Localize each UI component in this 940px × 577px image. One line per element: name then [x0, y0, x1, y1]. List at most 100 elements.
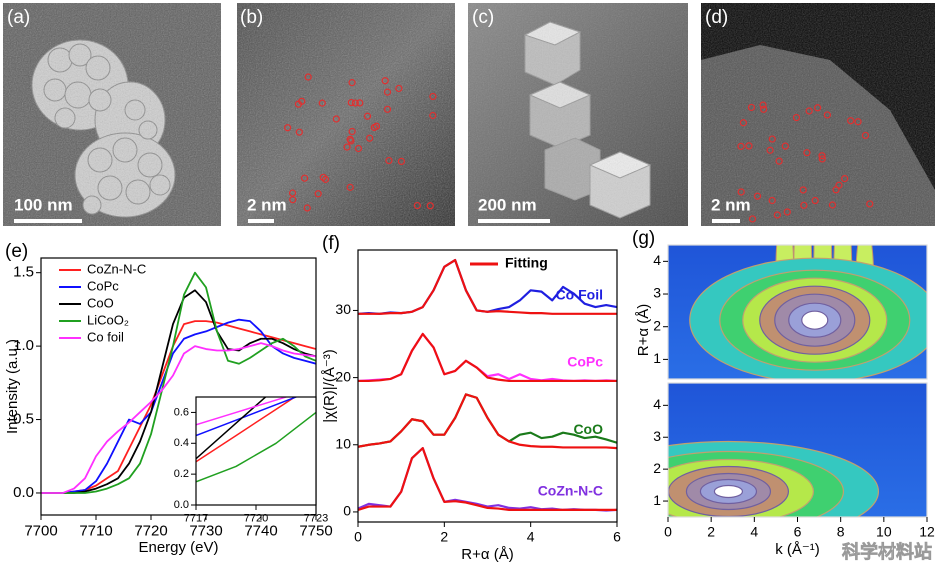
atom-marker: [835, 181, 843, 189]
atom-marker: [289, 196, 297, 204]
atom-marker: [319, 173, 327, 181]
x-tick-label: 7740: [244, 522, 277, 539]
y-tick-label: 0.0: [13, 484, 34, 501]
atom-marker: [295, 128, 303, 136]
x-tick-label: 8: [837, 524, 845, 540]
y-tick-label: 0.5: [13, 411, 34, 428]
atom-marker: [314, 190, 322, 198]
atom-marker: [356, 99, 364, 107]
x-tick-label: 2: [440, 529, 448, 545]
atom-marker: [321, 175, 330, 183]
plot-frame: [357, 249, 618, 523]
atom-marker: [300, 174, 309, 182]
atom-marker: [346, 183, 354, 191]
panel-a: 100 nm (a): [3, 3, 221, 226]
series-line: [41, 289, 316, 494]
atom-marker: [823, 111, 831, 119]
atom-marker: [799, 186, 807, 194]
panel-d: 2 nm (d): [701, 3, 935, 226]
x-tick-label: 7710: [79, 522, 112, 539]
y-tick-label: 30: [335, 301, 351, 317]
legend-label: CoZn-N-C: [87, 261, 146, 276]
atom-marker: [348, 79, 356, 87]
atom-marker: [739, 119, 748, 127]
atom-marker: [768, 135, 776, 143]
atom-marker: [288, 189, 297, 197]
plot-frame: [667, 244, 928, 380]
panel-label: (f): [322, 233, 340, 254]
scale-label: 2 nm: [711, 195, 751, 214]
atom-marker: [768, 196, 776, 205]
atom-marker: [397, 157, 406, 165]
panel-label: (d): [705, 7, 728, 28]
x-tick-label: 6: [613, 529, 621, 545]
y-tick-label: 0: [343, 503, 351, 519]
texture: [3, 3, 221, 226]
scale-bar: [712, 219, 740, 223]
atom-marker: [366, 134, 374, 142]
scale-label: 100 nm: [14, 195, 73, 214]
plot-bg: [358, 250, 617, 522]
y-tick-label: 1.0: [13, 337, 34, 354]
series-label: CoO: [573, 421, 603, 437]
atom-marker: [760, 105, 768, 113]
atom-marker: [429, 111, 437, 120]
atom-marker: [854, 118, 862, 126]
fit-line: [358, 258, 617, 315]
atom-marker: [429, 92, 437, 101]
chart: 7717 7720 7723 0.0 0.2 0.4 0.6: [174, 396, 328, 525]
plot-bg: [196, 397, 316, 505]
atom-marker: [753, 192, 762, 200]
panel-label: (c): [472, 7, 494, 28]
fit-line: [358, 393, 617, 450]
series-line: [41, 342, 316, 494]
atom-marker: [814, 104, 822, 112]
legend-label: CoO: [87, 295, 114, 310]
plot-area: [358, 258, 617, 512]
x-tick-label: 7750: [299, 522, 332, 539]
x-tick-label: 7730: [189, 522, 222, 539]
x-tick-label: 7700: [24, 522, 57, 539]
legend-label: CoPc: [87, 278, 119, 293]
atom-marker: [303, 204, 311, 212]
y-tick-label: 2: [653, 317, 661, 333]
contour-level: [713, 484, 744, 499]
atom-marker: [346, 135, 354, 144]
atom-marker: [818, 155, 826, 163]
scale-bar: [248, 219, 274, 223]
panel-label: (a): [7, 7, 30, 28]
texture: [701, 3, 935, 226]
atom-marker: [748, 215, 757, 223]
atom-marker: [847, 117, 855, 125]
atom-marker: [737, 142, 745, 150]
atom-marker: [775, 157, 783, 165]
panel-b: 2 nm (b): [237, 3, 455, 226]
y-tick-label: 20: [335, 368, 351, 384]
atom-marker: [818, 152, 826, 160]
atom-marker: [395, 84, 403, 93]
atom-marker: [383, 105, 392, 113]
scale-label: 2 nm: [247, 195, 287, 214]
scale-bar: [14, 219, 82, 223]
atom-marker: [284, 124, 292, 132]
scale-label: 200 nm: [478, 195, 537, 214]
plot-frame: [40, 257, 317, 516]
y-tick-label: 10: [335, 435, 351, 451]
y-tick-label: 0.6: [174, 406, 189, 418]
y-tick-label: 3: [653, 428, 661, 444]
x-tick-label: 2: [707, 524, 715, 540]
series-line: [196, 397, 299, 437]
legend-label: Co foil: [87, 329, 124, 344]
y-tick-label: 3: [653, 285, 661, 301]
x-axis-label: k (Å⁻¹): [775, 541, 820, 558]
texture: [237, 3, 455, 226]
series-label: CoPc: [567, 354, 603, 370]
panel-label: (g): [632, 228, 655, 249]
y-axis-label: R+α (Å): [635, 304, 652, 356]
fit-line: [358, 447, 617, 512]
atom-marker: [318, 99, 326, 107]
watermark: 科学材料站: [842, 541, 932, 562]
atom-marker: [841, 175, 849, 183]
atom-marker: [737, 188, 745, 196]
plot-area: [41, 271, 316, 494]
